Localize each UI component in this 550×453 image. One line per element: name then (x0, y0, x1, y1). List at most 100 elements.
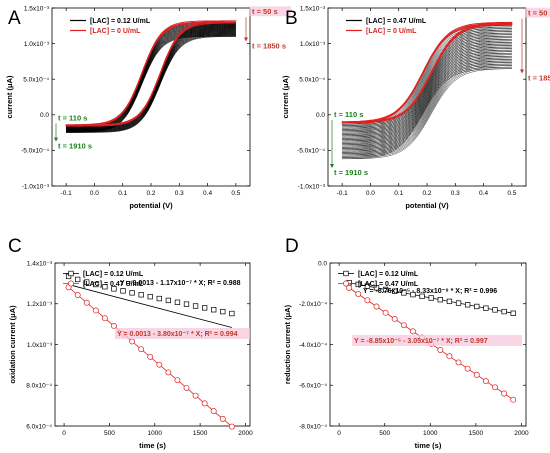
cv-cycle-line (65, 29, 237, 130)
annotation-top-end: t = 1850 s (252, 41, 286, 50)
series-2: Y = 0.0013 - 3.80x10⁻⁷ * X; R² = 0.994 (65, 284, 250, 430)
fit-equation: Y = -8.85x10⁻⁵ - 3.05x10⁻⁷ * X; R² = 0.9… (354, 338, 488, 345)
data-point (373, 303, 380, 310)
data-point (446, 298, 453, 305)
cv-cycle-line (66, 36, 236, 133)
cv-cycle-line (341, 62, 513, 155)
series-2: Y = -8.85x10⁻⁵ - 3.05x10⁻⁷ * X; R² = 0.9… (346, 284, 522, 403)
y-tick-label: -2.0x10⁻⁴ (299, 301, 327, 308)
legend-marker (343, 270, 349, 277)
annotation-arrowhead (54, 137, 58, 142)
y-tick-label: 6.0x10⁻⁴ (26, 423, 52, 430)
series-1: Y = -8.76x10⁻⁵ - 8.33x10⁻⁸ * X; R² = 0.9… (346, 280, 516, 316)
data-point (111, 286, 117, 292)
panel-d: 0 500 1000 1500 2000 -8.0x10⁻⁴ -6.0x10⁻⁴ -4.0x1… (283, 236, 529, 450)
cv-cycle-line (342, 63, 512, 156)
panel-label: D (285, 236, 299, 257)
panel-c: 0 500 1000 1500 2000 6.0x10⁻⁴ 8.0x10⁻⁴ 1.0x10⁻³… (8, 236, 253, 450)
data-point (129, 338, 136, 345)
annotation-arrowhead (330, 163, 334, 168)
y-tick-label: -5.0x10⁻⁴ (297, 148, 325, 155)
data-point (138, 346, 145, 353)
x-tick-label: 0.5 (231, 190, 240, 197)
data-point (174, 377, 181, 384)
cv-cycle-line (66, 23, 237, 127)
cv-cycle-line (341, 46, 512, 142)
data-point (428, 295, 434, 301)
cv-reference-line (341, 21, 513, 123)
data-point (401, 290, 407, 296)
cv-cycle-line (66, 24, 236, 127)
annotation-highlight (525, 7, 550, 18)
x-tick-label: -0.1 (337, 190, 349, 197)
panel-b: -0.1 0.0 0.1 0.2 0.3 0.4 0.5 -1.0x10⁻³ -5.0x10⁻⁴… (281, 5, 550, 210)
cv-cycle-line (65, 27, 237, 129)
cv-cycle-line (341, 28, 513, 126)
data-point (437, 297, 443, 303)
y-tick-label: 1.0x10⁻³ (27, 342, 53, 349)
equation-highlight (352, 335, 522, 346)
data-point (220, 308, 226, 315)
y-axis-label: current (μA) (281, 75, 290, 118)
data-point (437, 347, 444, 353)
annotation-arrowhead (244, 37, 248, 42)
cv-cycles-group (341, 23, 513, 160)
panel-label: A (8, 8, 21, 29)
fit-equation: Y = -8.76x10⁻⁵ - 8.33x10⁻⁸ * X; R² = 0.9… (363, 288, 497, 295)
cv-cycle-line (341, 34, 513, 132)
x-axis-label: time (s) (415, 441, 442, 450)
cv-cycle-line (341, 45, 513, 140)
data-point (228, 423, 235, 430)
data-point (474, 303, 480, 310)
legend-label: [LAC] = 0.47 U/mL (83, 281, 144, 288)
cv-cycle-line (341, 65, 513, 157)
annotation-bottom-start: t = 110 s (58, 113, 87, 122)
annotation-highlight (249, 6, 291, 17)
legend-label: [LAC] = 0 U/mL (90, 28, 141, 35)
series-1: Y = 0.0013 - 1.17x10⁻⁷ * X; R² = 0.988 (65, 273, 241, 328)
panel-label: C (8, 236, 22, 257)
cv-cycle-line (66, 32, 236, 131)
y-tick-label: -1.0x10⁻³ (22, 183, 50, 190)
x-tick-label: 1500 (469, 430, 484, 437)
legend-label: [LAC] = 0.12 U/mL (90, 18, 151, 25)
cv-cycle-line (341, 51, 513, 146)
data-point (446, 353, 453, 360)
cv-cycle-line (341, 68, 513, 160)
x-tick-label: 1000 (423, 430, 438, 437)
equation-highlight (115, 328, 250, 339)
data-point (201, 400, 208, 407)
data-point (75, 276, 81, 283)
y-tick-label: 0.0 (40, 112, 49, 119)
x-tick-label: -0.1 (61, 190, 73, 197)
cv-cycle-line (341, 54, 513, 148)
cv-cycle-line (341, 40, 512, 137)
annotation-top-start: t = 50 s (528, 9, 550, 18)
data-point (410, 291, 416, 298)
x-tick-label: 0.4 (203, 190, 212, 197)
data-point (84, 279, 90, 285)
cv-cycles-group (65, 21, 237, 133)
data-point (101, 315, 108, 322)
cv-cycle-line (341, 59, 513, 152)
data-point (364, 297, 371, 304)
cv-cycle-line (66, 29, 236, 130)
data-point (102, 284, 108, 290)
data-point (92, 307, 99, 314)
cv-cycle-line (66, 33, 237, 132)
x-tick-label: 0.3 (175, 190, 184, 197)
y-tick-label: -1.0x10⁻³ (298, 183, 326, 190)
cv-cycle-line (65, 22, 237, 127)
data-point (482, 378, 489, 385)
legend-label: [LAC] = 0.47 U/mL (358, 281, 419, 288)
data-point (510, 310, 516, 316)
data-point (165, 369, 172, 376)
cv-reference-line (341, 24, 513, 124)
data-point (483, 305, 489, 311)
cv-cycle-line (341, 42, 513, 138)
cv-cycle-line (66, 26, 236, 129)
data-point (211, 307, 217, 313)
legend-marker (68, 280, 74, 287)
panel-a: -0.1 0.0 0.1 0.2 0.3 0.4 0.5 -1.0x10⁻³ -5.0x10⁻⁴… (5, 5, 291, 210)
